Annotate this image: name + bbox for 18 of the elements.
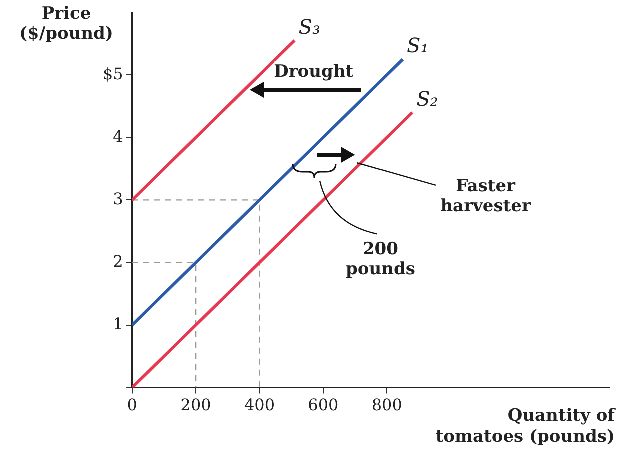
series-label: S₂ [416,86,438,111]
x-tick-label: 400 [244,396,276,415]
y-tick-label: 1 [113,314,124,334]
y-tick-label: 4 [113,126,124,146]
y-tick-label: 2 [113,252,124,271]
annotation: Faster harvester [438,176,534,218]
x-tick-label: 200 [180,396,212,415]
series-label: S₃ [298,14,320,39]
y-axis-title: Price ($/pound) [18,4,114,45]
x-tick-label: 0 [127,396,138,415]
y-tick-label: 3 [113,189,124,208]
series-label: S₁ [407,34,429,58]
x-tick-label: 800 [372,396,402,415]
annotation: 200 pounds [346,239,416,280]
x-axis-title: Quantity of tomatoes (pounds) [434,406,615,447]
x-tick-label: 600 [308,396,339,415]
y-tick-label: $5 [103,64,124,84]
annotation: Drought [274,62,354,82]
